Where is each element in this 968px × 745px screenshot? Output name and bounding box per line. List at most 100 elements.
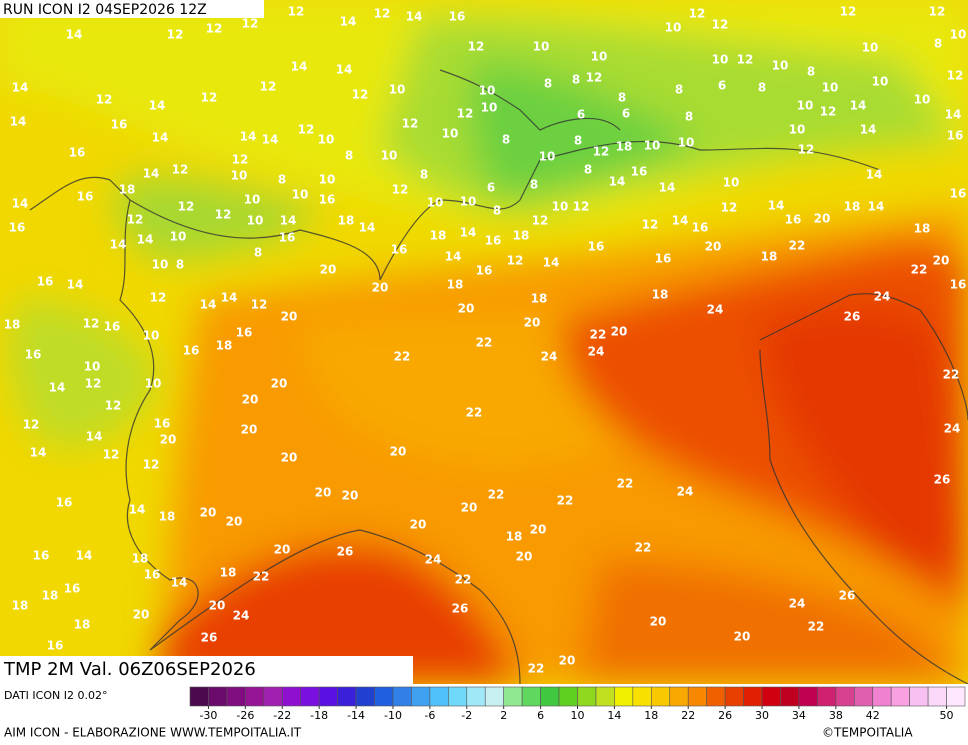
temperature-label: 18 (74, 618, 91, 632)
temperature-label: 12 (721, 201, 738, 215)
temperature-label: 20 (281, 310, 298, 324)
map-background (0, 0, 968, 685)
temperature-label: 10 (231, 169, 248, 183)
colorbar-tick-label: -10 (384, 709, 402, 722)
temperature-label: 16 (785, 213, 802, 227)
colorbar-swatch (337, 686, 357, 707)
colorbar-swatch (558, 686, 578, 707)
temperature-label: 20 (461, 501, 478, 515)
temperature-label: 12 (642, 218, 659, 232)
temperature-label: 14 (221, 291, 238, 305)
temperature-label: 12 (167, 28, 184, 42)
temperature-label: 14 (12, 81, 29, 95)
temperature-label: 12 (798, 143, 815, 157)
colorbar-swatch (780, 686, 800, 707)
temperature-label: 18 (132, 552, 149, 566)
temperature-label: 12 (392, 183, 409, 197)
temperature-label: 16 (37, 275, 54, 289)
colorbar-swatch (484, 686, 504, 707)
temperature-label: 22 (466, 406, 483, 420)
temperature-label: 10 (481, 101, 498, 115)
temperature-label: 20 (933, 254, 950, 268)
temperature-label: 10 (552, 200, 569, 214)
colorbar-tick-label: 22 (681, 709, 695, 722)
colorbar-swatch (890, 686, 910, 707)
colorbar-swatch (743, 686, 763, 707)
temperature-label: 10 (822, 81, 839, 95)
colorbar-tick-label: 2 (500, 709, 507, 722)
temperature-label: 12 (593, 145, 610, 159)
temperature-label: 12 (586, 71, 603, 85)
temperature-label: 14 (12, 197, 29, 211)
temperature-label: 14 (30, 446, 47, 460)
colorbar-tick-label: -14 (347, 709, 365, 722)
temperature-label: 6 (622, 107, 630, 121)
temperature-label: 10 (797, 99, 814, 113)
temperature-label: 20 (226, 515, 243, 529)
temperature-label: 20 (390, 445, 407, 459)
temperature-label: 16 (950, 278, 967, 292)
temperature-label: 18 (761, 250, 778, 264)
temperature-label: 12 (103, 448, 120, 462)
temperature-label: 16 (485, 234, 502, 248)
temperature-label: 8 (618, 91, 626, 105)
temperature-label: 20 (814, 212, 831, 226)
temperature-label: 10 (145, 377, 162, 391)
temperature-label: 6 (487, 181, 495, 195)
temperature-label: 22 (557, 494, 574, 508)
temperature-label: 14 (66, 28, 83, 42)
temperature-label: 10 (862, 41, 879, 55)
temperature-label: 10 (292, 188, 309, 202)
temperature-label: 10 (789, 123, 806, 137)
temperature-label: 18 (42, 589, 59, 603)
temperature-label: 14 (609, 175, 626, 189)
colorbar-swatch (448, 686, 468, 707)
colorbar-tick-label: 14 (607, 709, 621, 722)
temperature-label: 6 (577, 108, 585, 122)
temperature-label: 10 (678, 136, 695, 150)
temperature-label: 22 (943, 368, 960, 382)
temperature-label: 10 (914, 93, 931, 107)
temperature-label: 16 (391, 243, 408, 257)
temperature-label: 16 (56, 496, 73, 510)
temperature-label: 16 (655, 252, 672, 266)
temperature-label: 18 (220, 566, 237, 580)
temperature-label: 20 (458, 302, 475, 316)
colorbar-tick-label: 30 (755, 709, 769, 722)
temperature-label: 20 (342, 489, 359, 503)
temperature-label: 14 (49, 381, 66, 395)
temperature-label: 12 (201, 91, 218, 105)
temperature-label: 24 (677, 485, 694, 499)
colorbar-swatch (226, 686, 246, 707)
temperature-label: 20 (650, 615, 667, 629)
temperature-label: 20 (372, 281, 389, 295)
temperature-label: 22 (528, 662, 545, 676)
temperature-label: 14 (143, 167, 160, 181)
temperature-label: 14 (336, 63, 353, 77)
temperature-label: 14 (659, 181, 676, 195)
field-box (0, 656, 413, 684)
temperature-label: 18 (216, 339, 233, 353)
temperature-label: 10 (533, 40, 550, 54)
temperature-label: 20 (160, 433, 177, 447)
temperature-label: 14 (672, 214, 689, 228)
temperature-label: 10 (460, 195, 477, 209)
colorbar-tick-label: -6 (424, 709, 435, 722)
temperature-label: 16 (692, 221, 709, 235)
temperature-label: 14 (291, 60, 308, 74)
colorbar-tick-label: 6 (537, 709, 544, 722)
colorbar-swatch (761, 686, 781, 707)
temperature-label: 12 (820, 105, 837, 119)
colorbar-tick-label: -2 (461, 709, 472, 722)
temperature-label: 10 (591, 50, 608, 64)
temperature-label: 12 (143, 458, 160, 472)
temperature-label: 14 (67, 278, 84, 292)
temperature-label: 12 (689, 7, 706, 21)
colorbar-swatch (909, 686, 929, 707)
temperature-label: 18 (844, 200, 861, 214)
temperature-label: 18 (430, 229, 447, 243)
colorbar-tick-label: 38 (829, 709, 843, 722)
colorbar-tick-label: 26 (718, 709, 732, 722)
temperature-label: 8 (574, 134, 582, 148)
